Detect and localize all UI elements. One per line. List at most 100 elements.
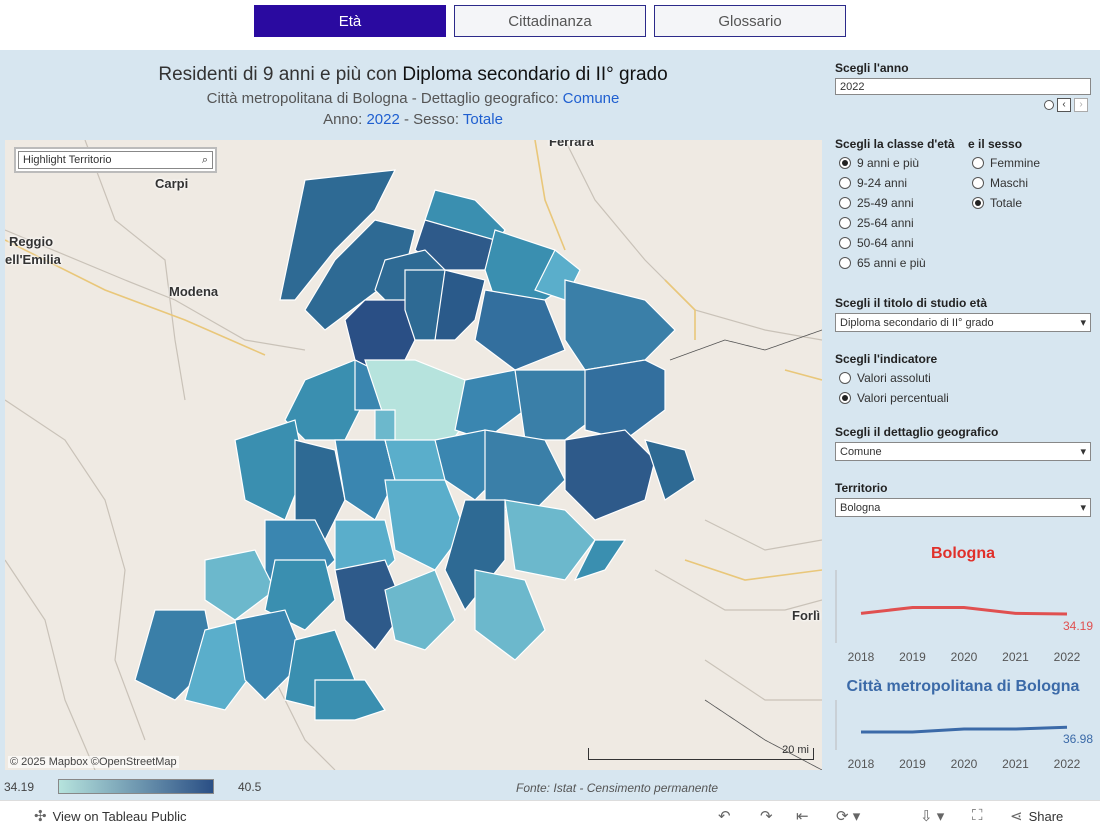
data-source: Fonte: Istat - Censimento permanente [516, 781, 719, 795]
chart-title-bologna: Bologna [931, 545, 995, 562]
age-option-label: 25-49 anni [857, 196, 914, 210]
undo-icon: ↶ [718, 808, 731, 825]
radio-button-icon[interactable] [839, 257, 851, 269]
series-line[interactable] [860, 606, 1068, 616]
line-chart-citta-metropolitana: 36.98 2018 2019 2020 2021 2022 [835, 700, 1093, 771]
age-option-label: 50-64 anni [857, 236, 914, 250]
share-icon: ⋖ [1010, 808, 1023, 825]
city-label-carpi: Carpi [155, 176, 189, 191]
x-tick-label: 2021 [1002, 650, 1029, 664]
download-button[interactable]: ⇩ ▾ [920, 807, 944, 825]
dropdown-arrow-icon: ▾ [1080, 502, 1086, 514]
undo-button[interactable]: ↶ [718, 807, 731, 825]
tableau-toolbar: ✣ View on Tableau Public ↶ ↷ ⇤ ⟳ ▾ ⇩ ▾ ⛶… [0, 800, 1100, 827]
year-input[interactable]: 2022 [835, 78, 1091, 95]
revert-button[interactable]: ⇤ [796, 807, 809, 825]
sex-option[interactable]: Femmine [972, 156, 1040, 170]
age-option[interactable]: 9 anni e più [839, 156, 919, 170]
end-value-label: 36.98 [1063, 732, 1093, 746]
tab-eta[interactable]: Età [254, 5, 446, 37]
next-arrow-icon[interactable]: › [1074, 98, 1088, 112]
slider-handle[interactable] [1044, 100, 1054, 110]
x-tick-label: 2020 [951, 650, 978, 664]
city-label-emilia: ell'Emilia [5, 252, 61, 267]
x-tick-label: 2021 [1002, 757, 1029, 771]
radio-button-icon[interactable] [839, 157, 851, 169]
color-legend: 34.19 40.5 Fonte: Istat - Censimento per… [0, 778, 826, 798]
age-option[interactable]: 65 anni e più [839, 256, 926, 270]
radio-button-icon[interactable] [972, 157, 984, 169]
sex-option-label: Femmine [990, 156, 1041, 170]
study-filter-label: Scegli il titolo di studio età [835, 296, 988, 310]
refresh-button[interactable]: ⟳ ▾ [836, 807, 860, 825]
radio-button-icon[interactable] [839, 177, 851, 189]
indicator-option[interactable]: Valori assoluti [839, 371, 931, 385]
radio-button-icon[interactable] [972, 177, 984, 189]
series-line[interactable] [861, 725, 1068, 734]
radio-button-icon[interactable] [839, 217, 851, 229]
indicator-option[interactable]: Valori percentuali [839, 391, 949, 405]
sex-option[interactable]: Maschi [972, 176, 1028, 190]
year-sex-line: Anno: 2022 - Sesso: Totale [323, 111, 503, 128]
fullscreen-button[interactable]: ⛶ [972, 807, 983, 824]
radio-button-icon[interactable] [972, 197, 984, 209]
radio-button-icon[interactable] [839, 372, 851, 384]
map-scale: 20 mi [588, 744, 814, 760]
age-option-label: 65 anni e più [857, 256, 926, 270]
x-tick-label: 2022 [1054, 757, 1081, 771]
chart-title-citta-metropolitana: Città metropolitana di Bologna [846, 678, 1080, 695]
fullscreen-icon: ⛶ [972, 807, 983, 824]
tab-glossario[interactable]: Glossario [654, 5, 846, 37]
line-chart-bologna: 34.19 2018 2019 2020 2021 2022 [835, 570, 1093, 664]
radio-button-icon[interactable] [839, 392, 851, 404]
x-tick-label: 2018 [848, 650, 875, 664]
x-tick-label: 2019 [899, 650, 926, 664]
search-icon[interactable]: ⌕ [201, 153, 208, 166]
tab-bar: Età Cittadinanza Glossario [254, 5, 846, 37]
download-icon: ⇩ ▾ [920, 808, 945, 825]
refresh-icon: ⟳ ▾ [836, 808, 861, 825]
radio-button-icon[interactable] [839, 197, 851, 209]
age-option-label: 9-24 anni [857, 176, 908, 190]
age-option[interactable]: 25-49 anni [839, 196, 914, 210]
indicator-option-label: Valori assoluti [857, 371, 931, 385]
age-option[interactable]: 50-64 anni [839, 236, 914, 250]
end-value-label: 34.19 [1063, 619, 1093, 633]
redo-icon: ↷ [760, 808, 773, 825]
legend-gradient [58, 779, 214, 794]
share-button[interactable]: ⋖ Share [1010, 808, 1064, 825]
page-subtitle: Città metropolitana di Bologna - Dettagl… [206, 90, 620, 107]
indicator-option-label: Valori percentuali [857, 391, 949, 405]
city-label-modena: Modena [169, 284, 219, 299]
city-label-ferrara: Ferrara [549, 140, 594, 149]
year-filter-label: Scegli l'anno [835, 61, 909, 75]
legend-min: 34.19 [4, 780, 35, 794]
prev-arrow-icon[interactable]: ‹ [1057, 98, 1071, 112]
view-on-tableau-link[interactable]: ✣ View on Tableau Public [34, 808, 187, 825]
highlight-territorio[interactable]: Highlight Territorio ⌕ [14, 147, 217, 173]
age-option[interactable]: 9-24 anni [839, 176, 907, 190]
x-tick-label: 2022 [1054, 650, 1081, 664]
redo-button[interactable]: ↷ [760, 807, 773, 825]
geo-select[interactable]: Comune ▾ [835, 442, 1091, 461]
map-basemap [5, 140, 822, 770]
age-option[interactable]: 25-64 anni [839, 216, 914, 230]
sex-option[interactable]: Totale [972, 196, 1022, 210]
legend-max: 40.5 [238, 780, 262, 794]
radio-button-icon[interactable] [839, 237, 851, 249]
age-option-label: 9 anni e più [857, 156, 920, 170]
x-tick-label: 2020 [951, 757, 978, 771]
page-title: Residenti di 9 anni e più con Diploma se… [158, 64, 668, 85]
indicator-filter-label: Scegli l'indicatore [835, 352, 938, 366]
sex-option-label: Maschi [990, 176, 1029, 190]
highlight-input[interactable]: Highlight Territorio [23, 154, 112, 166]
sex-filter-label: e il sesso [968, 137, 1023, 151]
choropleth-map[interactable]: Ferrara Carpi Reggio ell'Emilia Modena F… [5, 140, 822, 770]
tab-cittadinanza[interactable]: Cittadinanza [454, 5, 646, 37]
year-slider-controls: ‹ › [1044, 98, 1088, 112]
territory-select[interactable]: Bologna ▾ [835, 498, 1091, 517]
sex-option-label: Totale [990, 196, 1023, 210]
age-filter-label: Scegli la classe d'età [835, 137, 955, 151]
dashboard-area: Residenti di 9 anni e più con Diploma se… [0, 50, 1100, 800]
study-select[interactable]: Diploma secondario di II° grado ▾ [835, 313, 1091, 332]
